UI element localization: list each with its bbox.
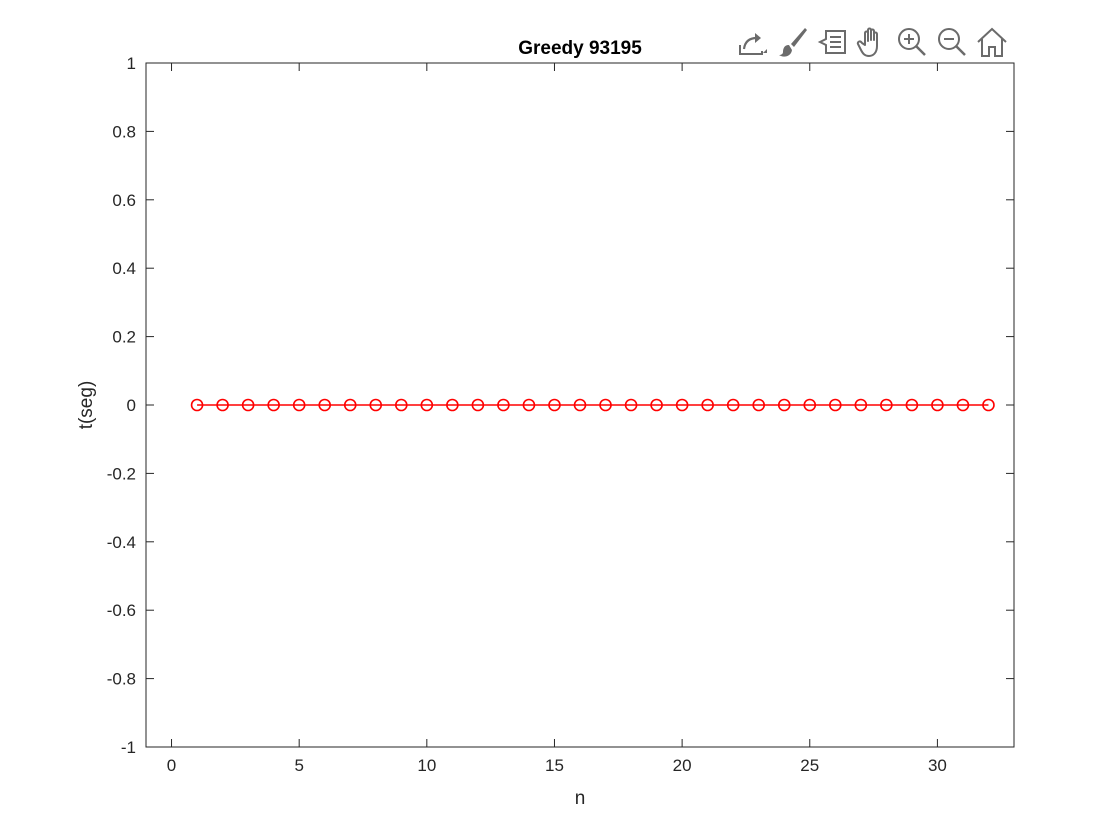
x-tick-label: 15 [545,756,564,775]
data-point-marker [880,398,893,412]
export-button[interactable] [732,22,772,62]
data-point-marker [828,398,842,412]
y-tick-label: 0.6 [112,191,136,210]
data-point-marker [752,398,766,412]
data-point-marker [624,398,638,412]
chart-title: Greedy 93195 [518,38,642,59]
zoom-out-button[interactable] [932,22,972,62]
pan-button[interactable] [852,22,892,62]
data-point-marker [343,398,357,412]
x-tick-label: 0 [167,756,176,775]
data-tips-button[interactable] [812,22,852,62]
series-layer [190,398,995,412]
data-point-marker [446,398,459,412]
data-point-marker [726,398,740,412]
x-tick-label: 10 [417,756,436,775]
x-axis-label: n [575,788,586,809]
y-tick-label: 0 [127,396,136,415]
x-ticks: 0 5 10 15 20 25 30 [167,63,947,775]
y-tick-label: -0.4 [107,533,136,552]
y-tick-label: 0.2 [112,328,136,347]
y-tick-label: -1 [121,738,136,757]
data-point-marker [292,398,306,412]
data-point-marker [522,398,536,412]
data-point-marker [803,398,817,412]
x-tick-label: 30 [928,756,947,775]
brush-icon [779,28,807,57]
data-point-marker [394,398,408,412]
data-point-marker [931,398,944,412]
data-point-marker [956,398,970,412]
data-point-marker [548,398,561,412]
data-point-marker [905,398,919,412]
brush-button[interactable] [772,22,812,62]
data-point-marker [190,398,204,412]
x-tick-label: 5 [294,756,303,775]
x-tick-label: 20 [673,756,692,775]
zoom-in-icon [898,28,926,56]
axes-toolbar [732,22,1012,62]
y-tick-label: -0.6 [107,601,136,620]
y-ticks: -1 -0.8 -0.6 -0.4 -0.2 0 0.2 0.4 0.6 0.8 1 [107,54,1014,757]
data-point-marker [573,398,587,412]
y-tick-label: -0.2 [107,464,136,483]
y-tick-label: -0.8 [107,670,136,689]
data-point-marker [777,398,791,412]
data-point-marker [216,398,229,412]
data-point-marker [675,398,689,412]
data-point-marker [650,398,663,412]
export-icon [739,33,767,55]
data-point-marker [471,398,485,412]
data-point-marker [267,398,280,412]
zoom-out-icon [938,28,966,56]
y-axis-label: t(seg) [76,381,97,430]
data-point-marker [497,398,510,412]
home-icon [977,27,1007,57]
y-tick-label: 1 [127,54,136,73]
data-point-marker [701,398,714,412]
data-point-marker [854,398,868,412]
y-tick-label: 0.4 [112,259,136,278]
data-point-marker [982,398,995,412]
data-point-marker [241,398,255,412]
data-point-marker [369,398,383,412]
zoom-in-button[interactable] [892,22,932,62]
data-point-marker [318,398,332,412]
data-point-marker [599,398,612,412]
y-tick-label: 0.8 [112,122,136,141]
x-tick-label: 25 [800,756,819,775]
data-point-marker [420,398,434,412]
pan-hand-icon [856,27,878,57]
restore-view-button[interactable] [972,22,1012,62]
data-tips-icon [817,30,846,54]
